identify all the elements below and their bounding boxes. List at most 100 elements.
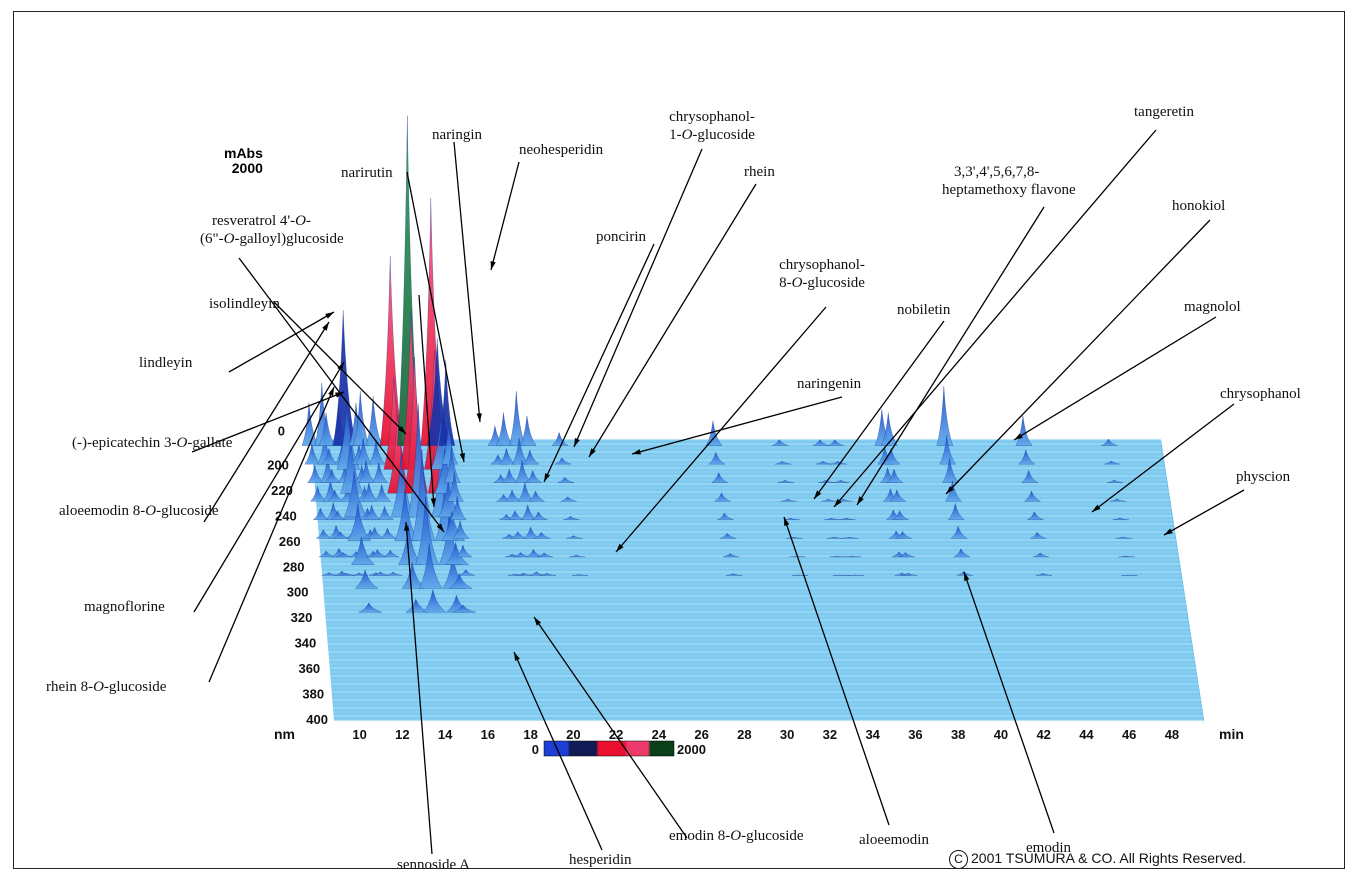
x-tick-label: 16 (481, 727, 495, 742)
peak-3-3-4-5-6-7-8-heptamethoxy-flavone (829, 555, 847, 558)
peak-emodin-8-o-glucoside (447, 471, 464, 502)
label-chrysophanol-1-glucoside-b: 1-O-glucoside (669, 127, 755, 143)
label-naringin: naringin (432, 127, 482, 143)
leader-line (813, 320, 945, 500)
peak--epicatechin-3-o-gallate (327, 489, 344, 502)
peak-chrysophanol-8-o-glucoside (525, 469, 542, 483)
leader-arrowhead (398, 426, 406, 434)
peak-tangeretin (844, 555, 862, 558)
leader-line (543, 243, 655, 483)
peak-magnolol (942, 458, 959, 483)
chromatogram-3d-plot: 10 12 14 16 18 20 22 24 26 28 30 32 34 36 38 40 42 44 46 48… (191, 115, 1245, 855)
peak--epicatechin-3-o-gallate (321, 448, 339, 465)
peak-aloeemodin (717, 512, 734, 520)
x-tick-label: 38 (951, 727, 965, 742)
peak-aloeemodin (705, 420, 723, 446)
label-emodin-8-glucoside: emodin 8-O-glucoside (669, 828, 804, 844)
peak-magnoflorine (312, 507, 330, 520)
leader-arrowhead (430, 498, 437, 507)
peak-emodin-8-o-glucoside (438, 359, 456, 446)
peak-magnolol (945, 480, 962, 502)
peak-aloeemodin (725, 573, 743, 576)
peak-magnolol (939, 435, 957, 465)
label-resveratrol-a: resveratrol 4'-O- (212, 213, 311, 229)
peak-resveratrol-4-o-6-o-galloyl-glucoside (385, 571, 403, 576)
label-magnoflorine: magnoflorine (84, 599, 165, 615)
peak-sennoside-a (353, 391, 370, 446)
peak-sennoside-a (373, 571, 390, 576)
peak-naringin (415, 496, 439, 565)
label-epicatechin: (-)-epicatechin 3-O-gallate (72, 435, 233, 451)
x-tick-label: 24 (652, 727, 667, 742)
chromatogram-figure: 10 12 14 16 18 20 22 24 26 28 30 32 34 36 38 40 42 44 46 48… (13, 11, 1345, 869)
mabs-unit: mAbs (224, 145, 263, 161)
wavelength-tick-label: 280 (283, 559, 305, 574)
wavelength-tick-label: 300 (287, 585, 309, 600)
x-tick-label: 36 (908, 727, 922, 742)
label-magnolol: magnolol (1184, 299, 1241, 315)
leader-line (573, 148, 703, 448)
peak-magnolol (947, 503, 965, 520)
leader-arrowhead (814, 490, 822, 499)
peak-rhein-8-o-glucoside (340, 437, 364, 494)
leader-arrowhead (337, 362, 344, 371)
peak-aloeemodin (714, 492, 731, 502)
peak-magnoflorine (304, 443, 322, 465)
leader-line (418, 294, 435, 508)
leader-arrowhead (490, 261, 496, 270)
peak-emodin-8-o-glucoside (441, 422, 458, 465)
plane-side-face (1161, 440, 1204, 724)
leader-arrowhead (589, 448, 596, 457)
peak-nobiletin (783, 517, 800, 520)
leader-line (453, 141, 481, 423)
leader-arrowhead (404, 522, 410, 531)
label-aloeemodin-8-glucoside: aloeemodin 8-O-glucoside (59, 503, 219, 519)
peak-emodin (886, 469, 904, 483)
label-chrysophanol: chrysophanol (1220, 386, 1301, 402)
peak-hesperidin (452, 604, 476, 613)
peak-magnolol (950, 525, 968, 539)
peak-chrysophanol (1035, 573, 1052, 576)
peak-aloeemodin (711, 471, 728, 483)
label-sennoside-a: sennoside A (397, 857, 470, 869)
mabs-axis-label: mAbs 2000 (224, 146, 263, 176)
x-tick-label: 32 (823, 727, 837, 742)
peak-3-3-4-5-6-7-8-heptamethoxy-flavone (812, 439, 829, 446)
label-lindleyin: lindleyin (139, 355, 193, 371)
leader-line (856, 206, 1045, 506)
leader-arrowhead (784, 517, 790, 526)
leader-arrowhead (335, 392, 344, 398)
peak-rhein-8-o-glucoside (351, 536, 375, 565)
wavelength-tick-label: 320 (291, 610, 313, 625)
peak-sennoside-a (358, 460, 376, 483)
peak-naringin (404, 357, 428, 494)
x-tick-label: 28 (737, 727, 751, 742)
peak-emodin-8-o-glucoside (449, 496, 467, 520)
peak-emodin-8-o-glucoside (458, 569, 475, 576)
peak-rhein (509, 391, 526, 446)
label-heptamethoxy-b: heptamethoxy flavone (942, 182, 1076, 198)
leader-line (833, 129, 1157, 508)
label-physcion: physcion (1236, 469, 1291, 485)
leader-line (238, 257, 445, 533)
peak-emodin (895, 531, 912, 539)
wavelength-tick-label: 240 (275, 508, 297, 523)
peak-resveratrol-4-o-6-o-galloyl-glucoside (379, 527, 397, 539)
peak-emodin-8-o-glucoside (444, 447, 461, 483)
peak-naringenin (571, 574, 589, 576)
peak-magnoflorine (307, 464, 325, 483)
peak-tangeretin (833, 480, 850, 483)
peak-chrysophanol (1027, 511, 1044, 520)
label-emodin: emodin (1026, 840, 1071, 856)
peak-resveratrol-4-o-6-o-galloyl-glucoside (377, 506, 395, 520)
leader-arrowhead (616, 543, 624, 552)
peak-emodin (898, 552, 915, 558)
peak-emodin-8-o-glucoside (455, 544, 473, 558)
peak-aloeemodin (720, 532, 737, 539)
peak-emodin (889, 489, 906, 502)
wavelength-tick-label: 380 (302, 687, 324, 702)
leader-arrowhead (328, 387, 334, 396)
peak-3-3-4-5-6-7-8-heptamethoxy-flavone (821, 499, 838, 502)
leader-line (1013, 316, 1217, 441)
wavelength-tick-label: 340 (295, 636, 317, 651)
